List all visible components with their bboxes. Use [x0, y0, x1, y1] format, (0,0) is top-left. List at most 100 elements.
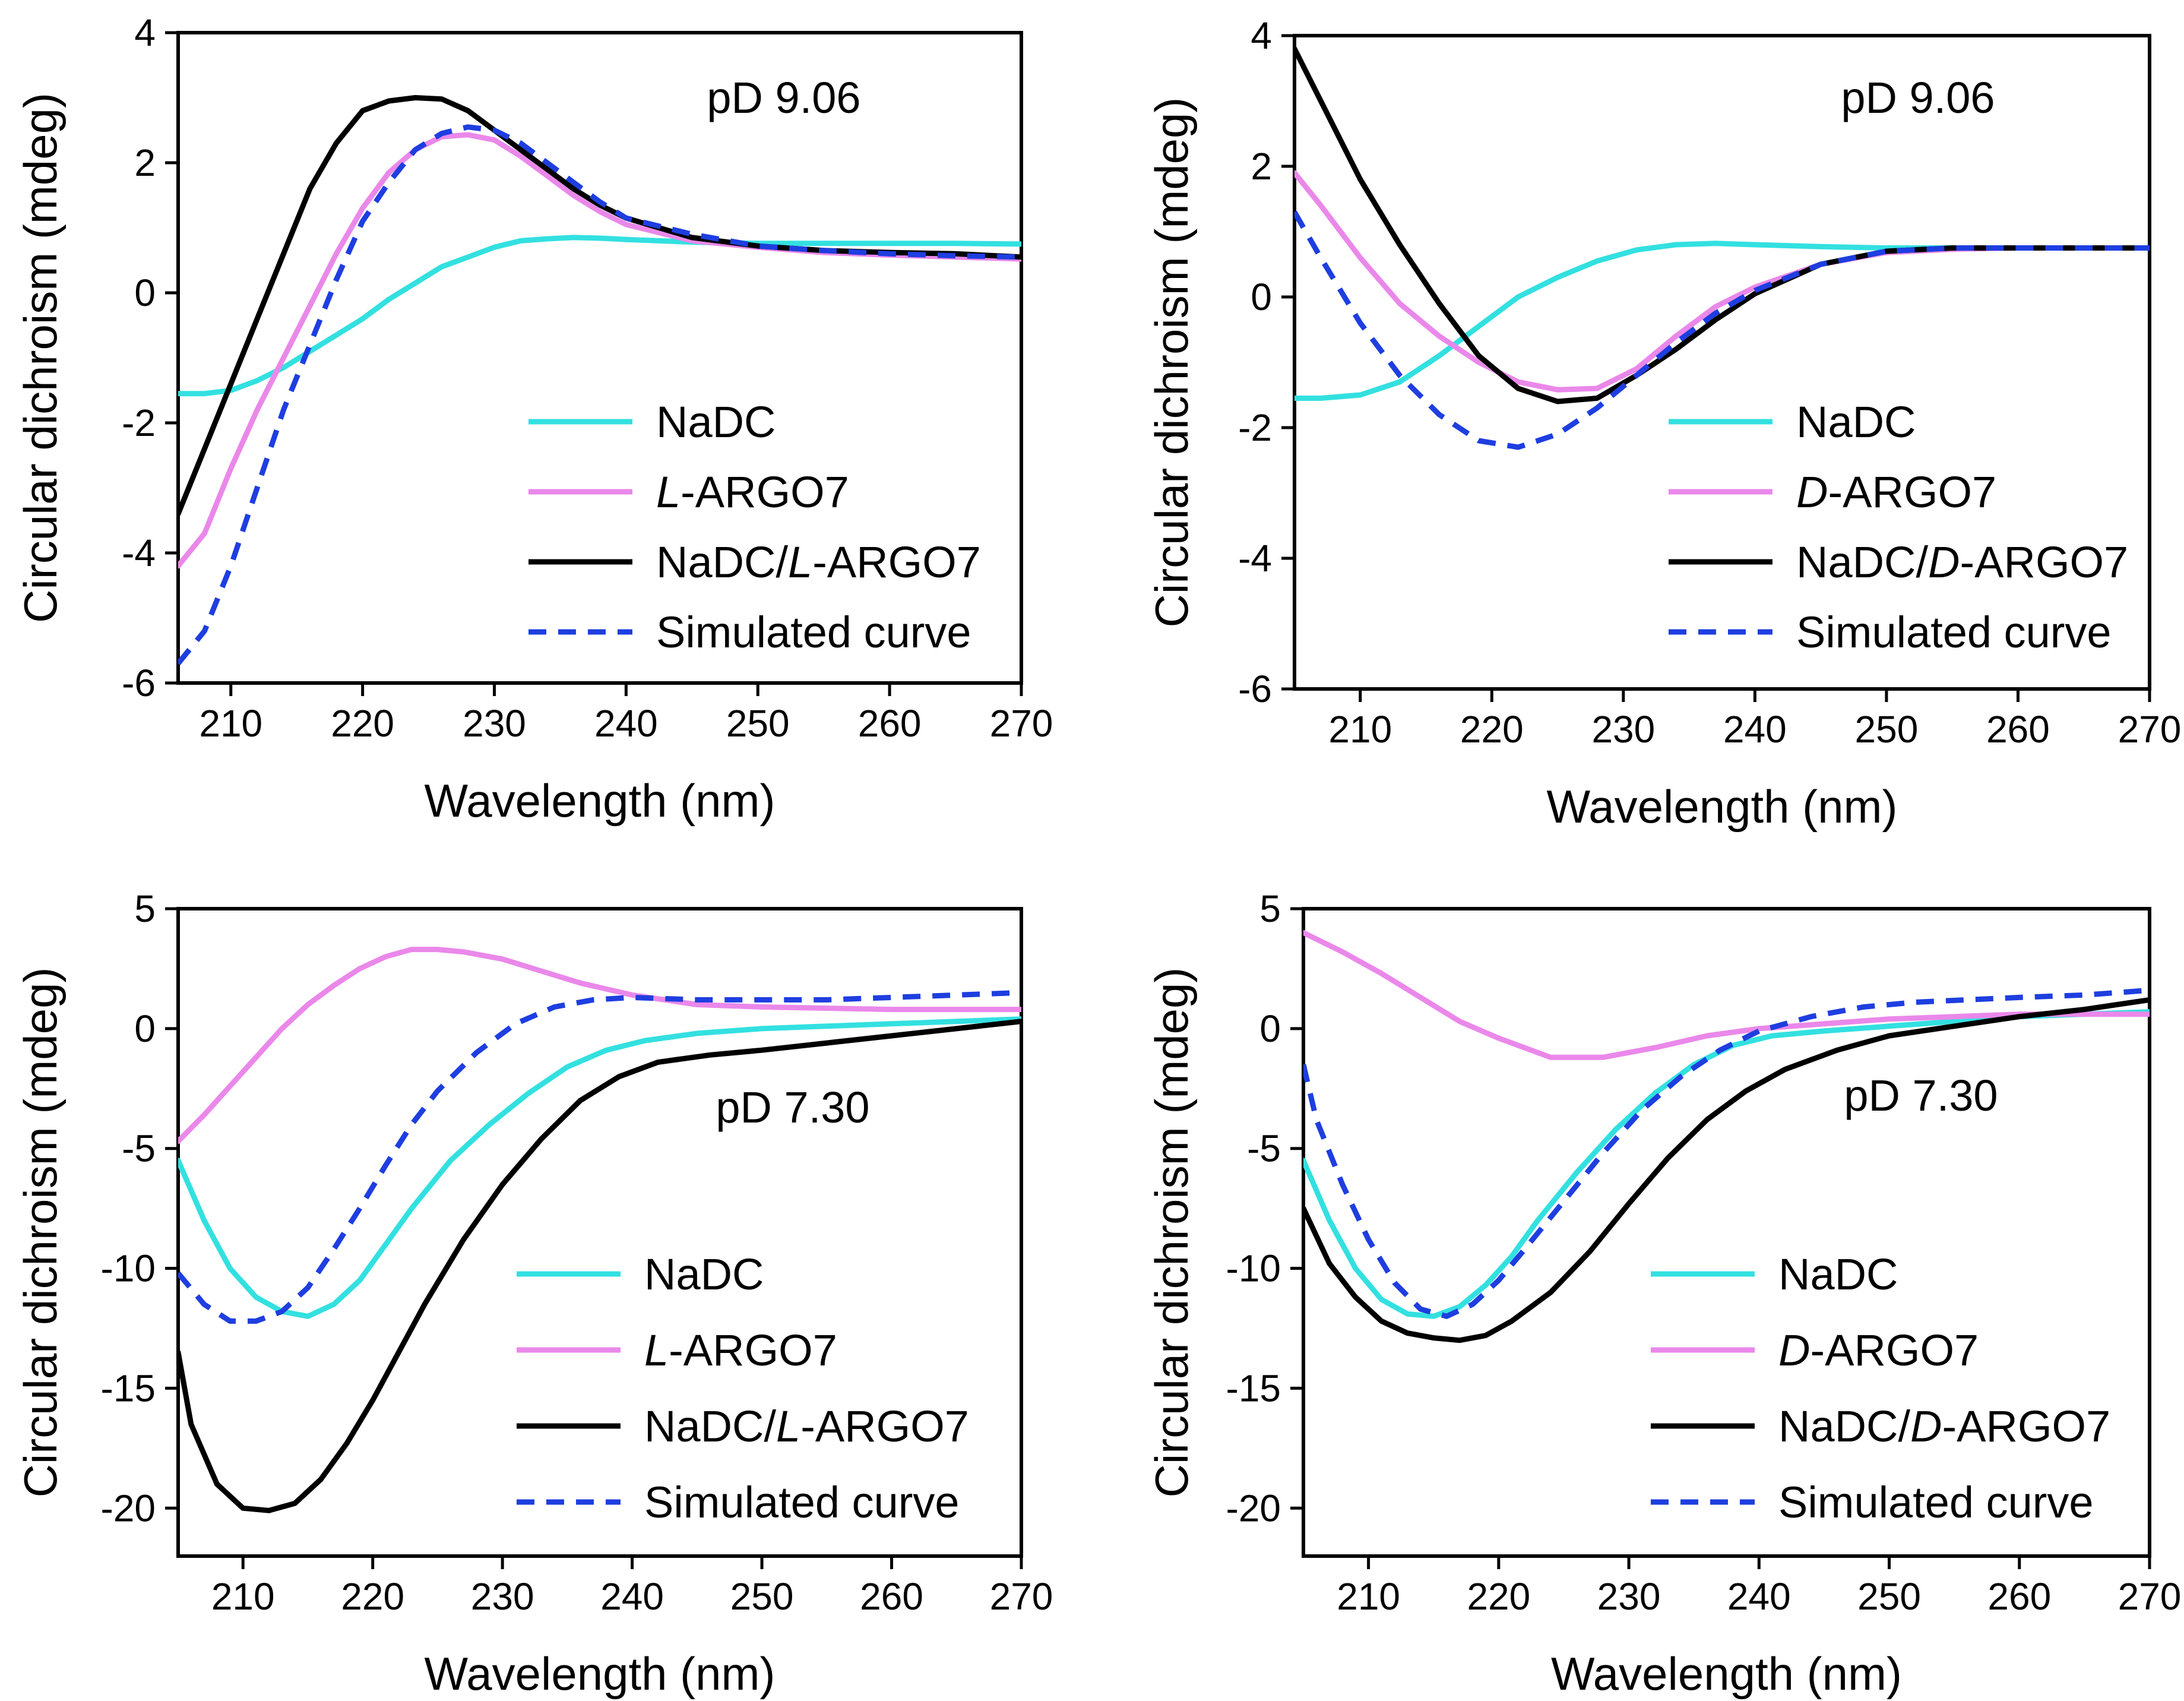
- x-tick-label: 220: [331, 702, 394, 745]
- plot-frame: [1293, 34, 2151, 691]
- series-group: [1294, 46, 2150, 450]
- x-tick-label: 210: [199, 702, 262, 745]
- legend-label: NaDC: [644, 1250, 764, 1299]
- x-tick-label: 260: [858, 702, 922, 745]
- y-tick-label: 4: [1251, 14, 1272, 57]
- pd-annotation: pD 9.06: [707, 73, 860, 122]
- legend-label: L-ARGO7: [656, 467, 849, 517]
- y-tick-label: -15: [101, 1367, 156, 1409]
- legend-label: NaDC/L-ARGO7: [656, 538, 981, 587]
- x-tick-label: 240: [1723, 708, 1787, 751]
- x-tick-label: 220: [1460, 708, 1524, 751]
- y-tick-label: -6: [1238, 668, 1272, 710]
- y-axis-title: Circular dichroism (mdeg): [1145, 97, 1198, 628]
- x-tick-label: 270: [990, 702, 1053, 745]
- y-tick-label: -10: [1226, 1247, 1281, 1290]
- x-axis-title: Wavelength (nm): [425, 774, 776, 827]
- y-tick-label: 2: [1251, 145, 1272, 188]
- legend: NaDC L-ARGO7 NaDC/L-ARGO7 Simulated curve: [517, 1250, 969, 1527]
- x-tick-label: 230: [1597, 1575, 1661, 1618]
- x-tick-label: 250: [1855, 708, 1919, 751]
- y-tick-label: -20: [101, 1487, 156, 1529]
- y-tick-label: -5: [1247, 1127, 1281, 1170]
- legend-label: D-ARGO7: [1778, 1326, 1979, 1375]
- x-tick-label: 220: [1467, 1575, 1530, 1618]
- x-axis-title: Wavelength (nm): [425, 1648, 776, 1700]
- y-tick-label: 0: [134, 271, 156, 314]
- x-tick-label: 260: [1986, 708, 2050, 751]
- legend-label: NaDC: [1796, 397, 1916, 447]
- chart-panel-top-left: 210 220 230 240 250 260 270 -6 -4 -2 0 2 4 Wavelength…: [14, 11, 1053, 827]
- y-axis-title: Circular dichroism (mdeg): [1145, 968, 1198, 1498]
- x-tick-label: 230: [1591, 708, 1655, 751]
- x-tick-label: 260: [1987, 1575, 2051, 1618]
- series-line-nadc: [178, 1016, 1021, 1319]
- legend-label: D-ARGO7: [1796, 467, 1996, 517]
- x-tick-label: 250: [730, 1575, 794, 1618]
- legend-label: Simulated curve: [644, 1478, 960, 1527]
- legend: NaDC L-ARGO7 NaDC/L-ARGO7 Simulated curve: [528, 397, 981, 657]
- series-line-nadc-l-argo7: [178, 95, 1021, 517]
- legend: NaDC D-ARGO7 NaDC/D-ARGO7 Simulated curve: [1669, 397, 2128, 657]
- y-tick-label: -4: [122, 532, 156, 574]
- x-tick-label: 260: [860, 1575, 923, 1618]
- x-tick-label: 270: [2118, 708, 2182, 751]
- y-tick-label: -6: [122, 662, 156, 704]
- y-axis-title: Circular dichroism (mdeg): [14, 968, 67, 1498]
- y-tick-label: -2: [1238, 406, 1272, 449]
- pd-annotation: pD 7.30: [716, 1083, 869, 1132]
- series-group: [1303, 929, 2150, 1343]
- x-tick-label: 210: [211, 1575, 275, 1618]
- legend-label: Simulated curve: [1778, 1478, 2094, 1527]
- y-tick-label: 0: [134, 1007, 156, 1050]
- x-tick-label: 210: [1328, 708, 1392, 751]
- plot-frame: [1302, 907, 2151, 1558]
- series-group: [178, 947, 1021, 1513]
- legend: NaDC D-ARGO7 NaDC/D-ARGO7 Simulated curve: [1651, 1250, 2110, 1527]
- y-tick-label: -2: [122, 401, 156, 444]
- x-tick-label: 270: [2118, 1575, 2182, 1618]
- legend-label: Simulated curve: [1796, 608, 2112, 657]
- x-tick-label: 240: [600, 1575, 664, 1618]
- y-axis-title: Circular dichroism (mdeg): [14, 93, 67, 623]
- y-tick-label: -4: [1238, 537, 1272, 580]
- legend-label: NaDC/D-ARGO7: [1778, 1402, 2110, 1451]
- legend-label: Simulated curve: [656, 608, 971, 657]
- series-line-nadc-d-argo7: [1294, 46, 2150, 404]
- plot-frame: [176, 31, 1023, 685]
- x-tick-label: 250: [726, 702, 790, 745]
- y-tick-label: -5: [122, 1127, 156, 1170]
- plot-frame: [176, 907, 1023, 1558]
- x-axis-title: Wavelength (nm): [1547, 780, 1898, 833]
- series-line-d-argo7: [1303, 929, 2150, 1060]
- chart-panel-bottom-right: 210 220 230 240 250 260 270 -20 -15 -10 -5 0 5 Wavele…: [1145, 887, 2181, 1700]
- x-tick-label: 240: [594, 702, 658, 745]
- series-line-simulated-curve: [178, 124, 1021, 666]
- series-line-nadc-l-argo7: [178, 1019, 1021, 1513]
- x-tick-label: 230: [463, 702, 526, 745]
- legend-label: NaDC: [1778, 1250, 1898, 1299]
- y-tick-label: -10: [101, 1247, 156, 1290]
- chart-panel-bottom-left: 210 220 230 240 250 260 270 -20 -15 -10 -5 0 5 Wavele…: [14, 887, 1053, 1700]
- legend-label: NaDC/D-ARGO7: [1796, 538, 2128, 587]
- legend-label: NaDC: [656, 397, 776, 447]
- series-line-simulated-curve: [1303, 987, 2150, 1319]
- y-tick-label: -15: [1226, 1367, 1281, 1409]
- pd-annotation: pD 9.06: [1841, 73, 1995, 122]
- y-tick-label: 2: [134, 141, 156, 184]
- x-tick-label: 210: [1337, 1575, 1400, 1618]
- series-group: [178, 95, 1021, 666]
- series-line-nadc-d-argo7: [1303, 997, 2150, 1343]
- y-tick-label: 5: [1259, 887, 1281, 930]
- series-line-simulated-curve: [1294, 210, 2150, 450]
- x-axis-title: Wavelength (nm): [1551, 1648, 1902, 1700]
- x-tick-label: 270: [990, 1575, 1053, 1618]
- series-line-simulated-curve: [178, 989, 1021, 1324]
- pd-annotation: pD 7.30: [1844, 1071, 1998, 1120]
- series-line-nadc: [1303, 1009, 2150, 1319]
- y-tick-label: 4: [134, 11, 156, 54]
- y-tick-label: -20: [1226, 1487, 1281, 1529]
- x-tick-label: 220: [341, 1575, 404, 1618]
- y-tick-label: 0: [1259, 1007, 1281, 1050]
